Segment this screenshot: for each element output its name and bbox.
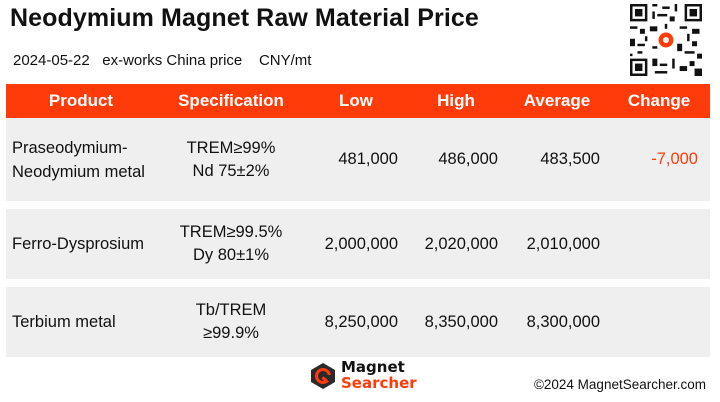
- table-row: Terbium metal Tb/TREM ≥99.9% 8,250,000 8…: [6, 287, 710, 357]
- product-name-line: Praseodymium-: [12, 138, 128, 157]
- price-table: Product Specification Low High Average C…: [6, 84, 710, 357]
- column-header-change: Change: [627, 91, 691, 110]
- specification-cell: TREM≥99.5% Dy 80±1%: [156, 209, 306, 279]
- specification-line: TREM≥99.5%: [179, 223, 283, 241]
- specification-line: TREM≥99%: [186, 138, 276, 157]
- column-header-high: High: [437, 91, 475, 110]
- qr-code-icon: [630, 4, 702, 76]
- specification-cell: Tb/TREM ≥99.9%: [156, 287, 306, 357]
- average-price-cell: 8,300,000: [526, 312, 600, 331]
- low-price-cell: 2,000,000: [324, 234, 398, 253]
- product-cell: Terbium metal: [6, 287, 156, 357]
- logo-text-line1: Magnet: [341, 358, 405, 376]
- high-price-cell: 8,350,000: [424, 312, 498, 331]
- specification-line: Tb/TREM: [195, 301, 267, 319]
- page-subtitle: 2024-05-22 ex-works China price CNY/mt: [13, 52, 312, 69]
- specification-line: Nd 75±2%: [192, 161, 270, 180]
- table-row: Praseodymium- Neodymium metal TREM≥99% N…: [6, 118, 710, 201]
- change-cell: -7,000: [651, 150, 698, 168]
- high-price-cell: 486,000: [438, 150, 498, 168]
- product-cell: Praseodymium- Neodymium metal: [6, 118, 156, 201]
- column-header-product: Product: [48, 91, 114, 110]
- table-header-row: Product Specification Low High Average C…: [6, 84, 710, 118]
- column-header-specification: Specification: [178, 91, 284, 110]
- specification-line: ≥99.9%: [203, 324, 259, 342]
- specification-line: Dy 80±1%: [192, 246, 269, 264]
- logo-text-line2: Searcher: [341, 374, 417, 392]
- product-name-line: Ferro-Dysprosium: [12, 235, 145, 253]
- low-price-cell: 8,250,000: [324, 312, 398, 331]
- product-name-line: Terbium metal: [12, 313, 116, 331]
- average-price-cell: 2,010,000: [526, 234, 600, 253]
- page-title: Neodymium Magnet Raw Material Price: [10, 4, 479, 32]
- low-price-cell: 481,000: [338, 150, 398, 168]
- average-price-cell: 483,500: [540, 150, 600, 168]
- change-cell: [608, 209, 710, 279]
- table-row: Ferro-Dysprosium TREM≥99.5% Dy 80±1% 2,0…: [6, 209, 710, 279]
- magnet-searcher-logo: Magnet Searcher: [309, 358, 429, 394]
- magnet-searcher-logo-icon: [311, 363, 335, 389]
- product-cell: Ferro-Dysprosium: [6, 209, 156, 279]
- column-header-low: Low: [339, 91, 373, 110]
- specification-cell: TREM≥99% Nd 75±2%: [156, 118, 306, 201]
- product-name-line: Neodymium metal: [12, 162, 145, 181]
- column-header-average: Average: [523, 91, 591, 110]
- change-cell: [608, 287, 710, 357]
- high-price-cell: 2,020,000: [424, 234, 498, 253]
- copyright-text: ©2024 MagnetSearcher.com: [533, 377, 706, 392]
